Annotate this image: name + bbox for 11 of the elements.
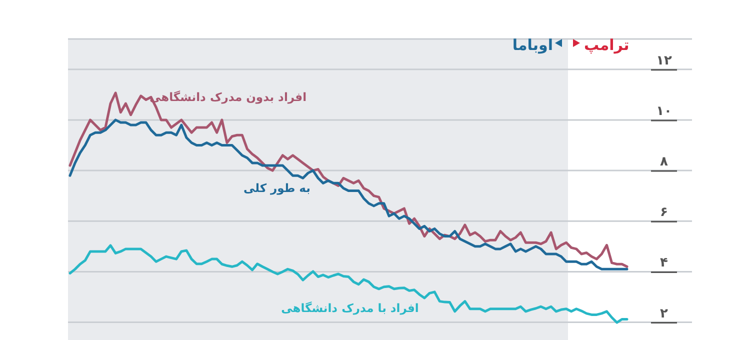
y-tick-label: ۱۲ xyxy=(656,53,672,68)
series-label: به طور کلی xyxy=(244,181,310,195)
annotation: ترامپ xyxy=(584,36,630,54)
series-label: افراد با مدرک دانشگاهی xyxy=(281,301,419,315)
annotation: اوباما xyxy=(512,36,553,54)
y-tick-label: ۲ xyxy=(660,306,668,322)
y-tick-label: ۴ xyxy=(660,256,668,271)
y-tick-label: ۱۰ xyxy=(656,104,672,119)
y-tick-label: ۸ xyxy=(660,154,668,170)
series-label: افراد بدون مدرک دانشگاهی xyxy=(149,90,307,104)
y-tick-label: ۶ xyxy=(660,205,668,220)
